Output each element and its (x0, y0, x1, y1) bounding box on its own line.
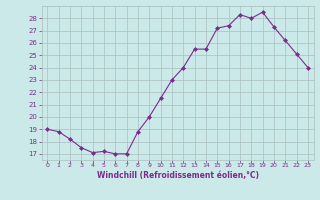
X-axis label: Windchill (Refroidissement éolien,°C): Windchill (Refroidissement éolien,°C) (97, 171, 259, 180)
